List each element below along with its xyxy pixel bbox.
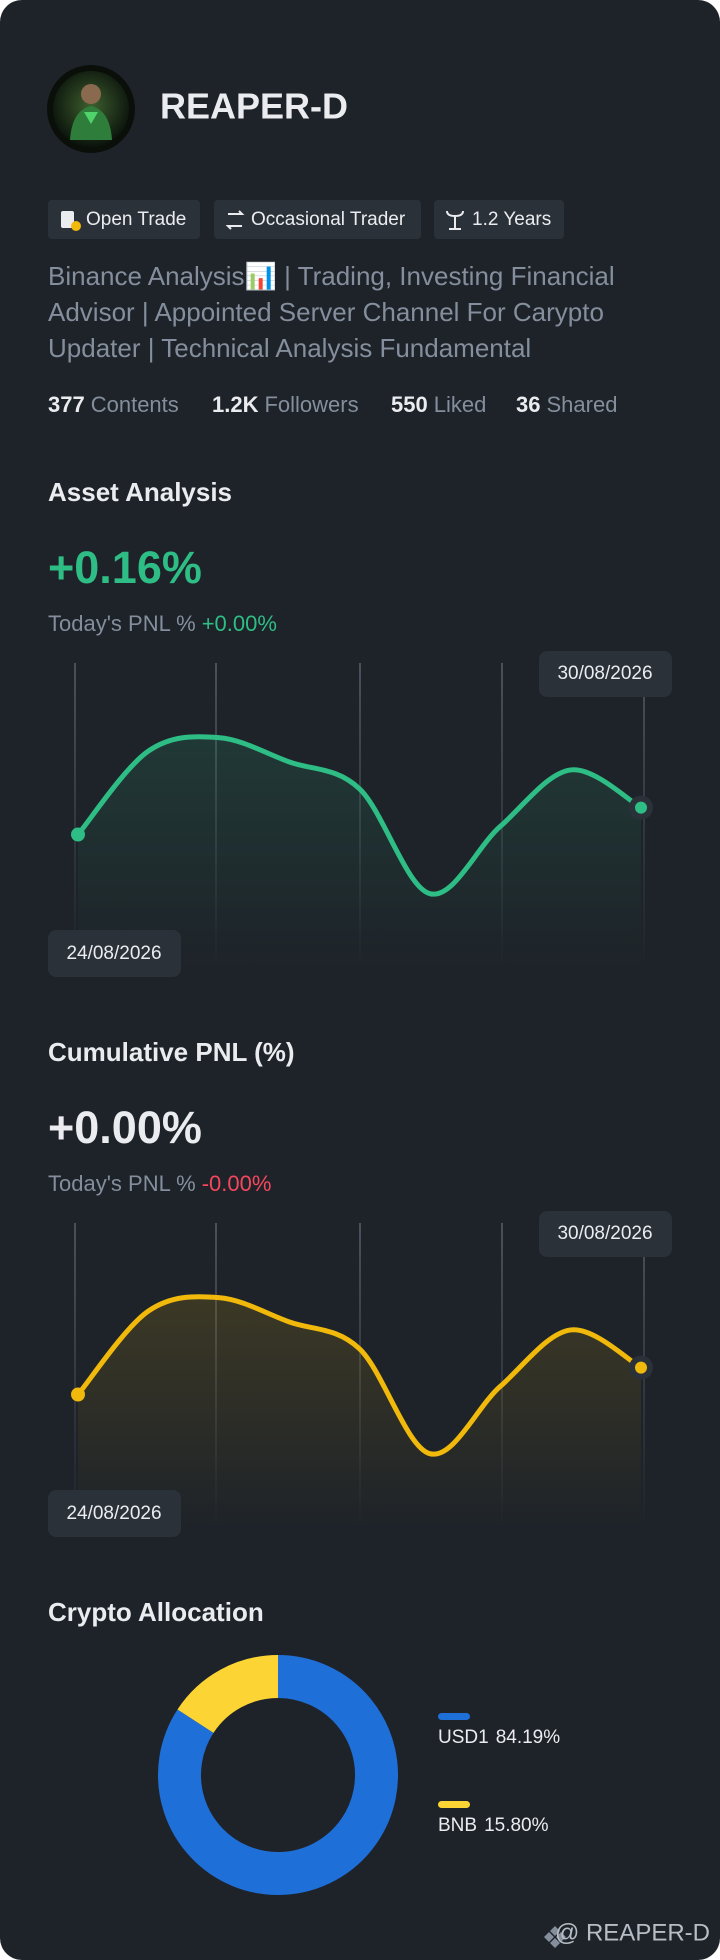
area-fill [78,1296,641,1529]
stat-label: Contents [91,392,179,417]
stat: 36 Shared [516,392,617,417]
end-date: 30/08/2026 [557,1223,652,1244]
grid-line [74,663,76,969]
date-badge [539,1211,672,1257]
tag-icon [446,210,464,230]
avatar [47,65,135,153]
end-date: 30/08/2026 [557,663,652,684]
legend-swatch [438,1713,470,1720]
stat-value: 377 [48,392,85,417]
pnl-value: +0.00% [202,611,277,636]
line [75,734,644,897]
tag [48,200,200,239]
headline-value: +0.16% [48,542,202,593]
pnl-line: Today's PNL % +0.00% [48,611,277,636]
bio-line: Binance Analysis📊 | Trading, Investing F… [48,261,615,291]
date-badge [48,930,181,977]
donut-segment [158,1655,398,1895]
stat: 377 Contents [48,392,179,417]
tag-label: 1.2 Years [472,209,551,230]
date-badge [48,1490,181,1537]
bio-line: Advisor | Appointed Server Channel For C… [48,297,604,327]
stat-label: Liked [434,392,487,417]
stat-value: 1.2K [212,392,259,417]
legend-swatch [438,1801,470,1808]
date-badge [539,651,672,697]
start-date: 24/08/2026 [66,1503,161,1524]
tag-label: Occasional Trader [251,209,406,230]
legend-value: 15.80% [484,1815,549,1836]
bio-line: Updater | Technical Analysis Fundamental [48,333,531,363]
area-fill [78,736,641,969]
start-point [71,827,85,842]
legend-name: BNB [438,1815,477,1836]
profile-name: REAPER-D [160,86,348,127]
legend-value: 84.19% [496,1727,561,1748]
stat: 1.2K Followers [212,392,359,417]
legend-entry: BNB 15.80% [438,1815,549,1836]
stat-value: 550 [391,392,428,417]
footer-text: @ REAPER-D [555,1919,710,1946]
start-date: 24/08/2026 [66,943,161,964]
section-title: Crypto Allocation [48,1597,264,1627]
donut-segment [177,1655,279,1734]
section-title: Asset Analysis [48,477,232,507]
section-title: Cumulative PNL (%) [48,1037,295,1067]
footer-logo [544,1926,566,1948]
start-point [71,1387,85,1402]
stat-label: Shared [546,392,617,417]
grid-line [501,663,503,969]
legend-name: USD1 [438,1727,489,1748]
pnl-label: Today's PNL % [48,611,196,636]
end-point [635,801,647,814]
headline-value: +0.00% [48,1102,202,1153]
tag-icon [225,210,245,230]
pnl-line: Today's PNL % -0.00% [48,1171,271,1196]
tag-icon [61,211,81,231]
legend-entry: USD1 84.19% [438,1727,560,1748]
line [75,1294,644,1457]
pnl-value: -0.00% [202,1171,272,1196]
tag [434,200,564,239]
stat: 550 Liked [391,392,486,417]
grid-line [501,1223,503,1529]
tag [214,200,421,239]
pnl-label: Today's PNL % [48,1171,196,1196]
grid-line [74,1223,76,1529]
stat-label: Followers [264,392,358,417]
stat-value: 36 [516,392,540,417]
tag-label: Open Trade [86,209,186,230]
end-point [635,1361,647,1374]
